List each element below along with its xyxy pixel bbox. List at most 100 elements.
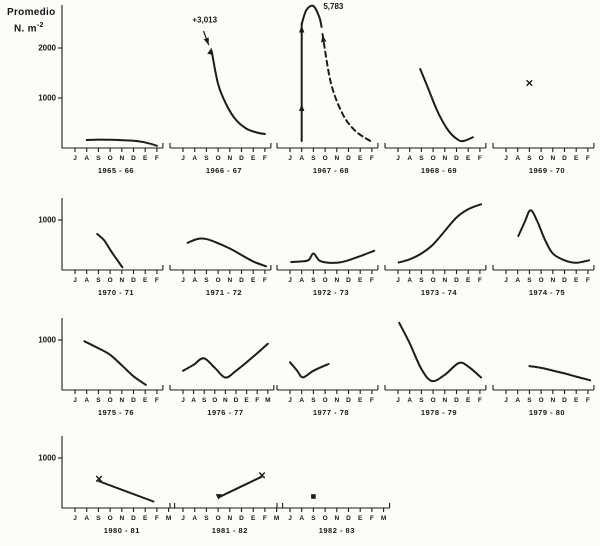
month-label: D	[562, 277, 567, 284]
month-label: O	[323, 515, 328, 522]
month-label: F	[370, 277, 374, 284]
year-label: 1973 - 74	[421, 288, 458, 297]
subplot-1975-76: J A S O N D E F 1975 - 76 1000	[38, 318, 164, 417]
month-label: F	[255, 397, 259, 404]
month-label: E	[358, 155, 363, 162]
month-label: N	[119, 277, 124, 284]
subplot-1970-71: J A S O N D E F 1970 - 71 1000	[38, 198, 164, 297]
month-label: N	[550, 277, 555, 284]
month-label: J	[288, 397, 292, 404]
x-marker	[95, 475, 103, 483]
month-label: A	[407, 277, 412, 284]
month-label: E	[466, 155, 471, 162]
month-label: J	[396, 155, 400, 162]
month-label: A	[515, 155, 520, 162]
month-label: O	[431, 397, 436, 404]
subplot-1965-66: J A S O N D E F 1965 - 66 1000 2000	[38, 5, 164, 175]
subplot-1977-78: J A S O N D E F 1977 - 78	[276, 361, 379, 417]
month-label: D	[239, 277, 244, 284]
month-label: A	[192, 277, 197, 284]
month-label: D	[454, 155, 459, 162]
year-label: 1974 - 75	[529, 288, 565, 297]
month-label: E	[143, 397, 148, 404]
month-label: S	[96, 397, 101, 404]
year-label: 1972 - 73	[313, 288, 349, 297]
month-label: O	[108, 515, 113, 522]
month-label: S	[527, 397, 532, 404]
month-label: F	[370, 515, 374, 522]
month-label: D	[562, 397, 567, 404]
arrowhead-icon	[321, 35, 327, 43]
month-label: J	[73, 277, 77, 284]
month-label: D	[131, 155, 136, 162]
month-label: F	[155, 397, 159, 404]
arrowhead-icon	[299, 25, 305, 33]
month-label: N	[550, 155, 555, 162]
month-label: A	[407, 155, 412, 162]
month-label: E	[244, 397, 249, 404]
y-tick-label: 1000	[38, 454, 56, 463]
series-line	[321, 33, 375, 144]
month-label: S	[311, 155, 316, 162]
month-label: F	[586, 277, 590, 284]
arrowhead-icon	[203, 37, 209, 45]
series-line	[96, 233, 124, 269]
month-label: N	[334, 515, 339, 522]
annotation-label: 5,783	[323, 2, 344, 11]
month-label: N	[119, 155, 124, 162]
month-label: F	[263, 515, 267, 522]
x-marker	[526, 79, 533, 87]
year-label: 1971 - 72	[206, 288, 242, 297]
year-label: 1978 - 79	[421, 408, 457, 417]
month-label: J	[181, 155, 185, 162]
arrowhead-icon	[207, 47, 213, 55]
month-label: S	[204, 155, 209, 162]
y-tick-label: 2000	[38, 44, 56, 53]
subplot-1969-70: J A S O N D E F 1969 - 70	[492, 79, 595, 175]
subplot-1967-68: J A S O N D E F 1967 - 68 5,783	[276, 2, 379, 175]
series-line	[210, 50, 266, 135]
series-line	[83, 340, 147, 386]
month-label: M	[265, 397, 270, 404]
month-label: S	[311, 277, 316, 284]
month-label: O	[216, 515, 221, 522]
year-label: 1969 - 70	[529, 166, 565, 175]
subplot-1976-77: J A S O N D E F M 1976 - 77	[169, 342, 275, 417]
y-axis-title: Promedio N. m-2	[7, 6, 56, 35]
month-label: O	[323, 397, 328, 404]
month-label: J	[504, 277, 508, 284]
month-label: A	[192, 155, 197, 162]
month-label: N	[334, 277, 339, 284]
month-label: E	[251, 155, 256, 162]
month-label: E	[466, 397, 471, 404]
month-label: J	[504, 397, 508, 404]
month-label: J	[73, 515, 77, 522]
month-label: A	[299, 397, 304, 404]
month-label: M	[381, 515, 386, 522]
year-label: 1979 - 80	[529, 408, 565, 417]
month-label: E	[574, 397, 579, 404]
month-label: E	[466, 277, 471, 284]
month-label: J	[396, 277, 400, 284]
subplot-1973-74: J A S O N D E F 1973 - 74	[384, 203, 487, 297]
month-label: S	[311, 515, 316, 522]
y-tick-label: 1000	[38, 216, 56, 225]
month-label: F	[478, 155, 482, 162]
month-label: A	[192, 515, 197, 522]
month-label: E	[251, 277, 256, 284]
month-label: A	[299, 515, 304, 522]
series-line	[186, 237, 268, 268]
month-label: S	[204, 515, 209, 522]
month-label: D	[234, 397, 239, 404]
month-label: N	[442, 155, 447, 162]
month-label: D	[562, 155, 567, 162]
month-label: A	[299, 155, 304, 162]
year-label: 1968 - 69	[421, 166, 457, 175]
year-label: 1976 - 77	[207, 408, 243, 417]
month-label: N	[223, 397, 228, 404]
month-label: D	[239, 515, 244, 522]
series-line	[517, 209, 591, 264]
series-line	[182, 342, 269, 379]
month-label: F	[263, 155, 267, 162]
